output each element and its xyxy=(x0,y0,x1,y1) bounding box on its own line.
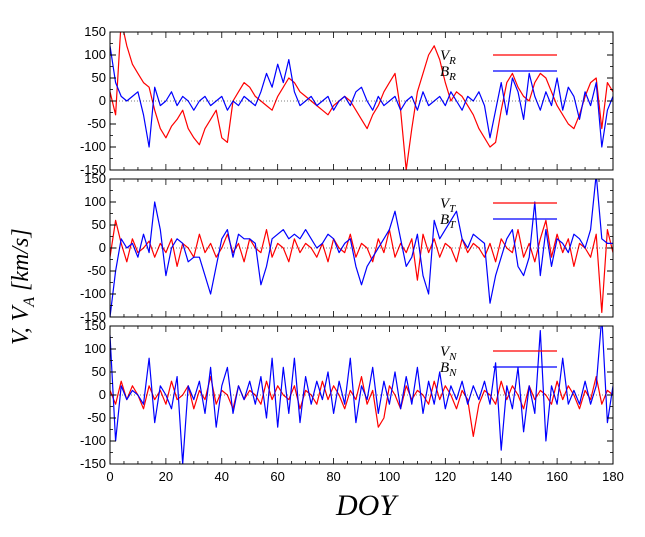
y-tick-label: 100 xyxy=(84,47,106,62)
legend-main: B xyxy=(440,360,449,376)
legend-label-v-r: VR xyxy=(440,48,456,67)
legend-label-v-n: VN xyxy=(440,344,457,363)
legend-main: B xyxy=(440,212,449,228)
y-tick-label: -50 xyxy=(87,116,106,131)
legend-sub: R xyxy=(448,71,456,83)
legend-sub: N xyxy=(448,367,457,379)
legend-main: V xyxy=(440,196,451,212)
y-label-sub: A xyxy=(21,297,38,308)
legend-main: B xyxy=(440,64,449,80)
y-tick-label: -100 xyxy=(80,139,106,154)
x-tick-label: 0 xyxy=(106,469,113,484)
legend-sub: R xyxy=(448,55,456,67)
legend-sub: T xyxy=(449,219,456,231)
y-label-main: V, V xyxy=(8,304,34,345)
x-tick-label: 100 xyxy=(379,469,401,484)
x-tick-label: 140 xyxy=(490,469,512,484)
y-tick-label: 0 xyxy=(99,240,106,255)
legend-label-b-t: BT xyxy=(440,212,456,231)
y-tick-label: 50 xyxy=(92,364,106,379)
legend-main: V xyxy=(440,48,451,64)
series-b-r xyxy=(110,45,613,148)
x-tick-label: 40 xyxy=(215,469,229,484)
y-tick-label: -50 xyxy=(87,410,106,425)
x-tick-label: 20 xyxy=(159,469,173,484)
panels-group: -150-100-50050100150VRBR-150-100-5005010… xyxy=(80,24,624,484)
x-tick-label: 60 xyxy=(270,469,284,484)
y-tick-label: 0 xyxy=(99,387,106,402)
y-tick-label: -150 xyxy=(80,456,106,471)
y-tick-label: 150 xyxy=(84,24,106,39)
series-b-n xyxy=(110,326,613,464)
panel-N: -150 -100 -50 0 50 100 150 0 20 40 60 80 100 120 140 16… xyxy=(80,318,624,484)
y-tick-label: 100 xyxy=(84,341,106,356)
legend-label-b-n: BN xyxy=(440,360,457,379)
legend-label-b-r: BR xyxy=(440,64,456,83)
y-tick-label: 150 xyxy=(84,318,106,333)
y-tick-label: -50 xyxy=(87,263,106,278)
y-tick-label: -150 xyxy=(80,309,106,324)
series-b-t xyxy=(110,179,613,317)
x-tick-label: 80 xyxy=(326,469,340,484)
legend-sub: T xyxy=(449,203,456,215)
x-tick-label: 160 xyxy=(546,469,568,484)
y-tick-label: 150 xyxy=(84,171,106,186)
x-tick-label: 180 xyxy=(602,469,624,484)
y-tick-label: 100 xyxy=(84,194,106,209)
x-tick-label: 120 xyxy=(434,469,456,484)
legend-sub: N xyxy=(448,351,457,363)
y-axis-label: V, VA [km/s] xyxy=(8,228,38,345)
y-label-unit: [km/s] xyxy=(8,228,34,297)
y-tick-label: -150 xyxy=(80,162,106,177)
y-tick-label: 0 xyxy=(99,93,106,108)
legend-main: V xyxy=(440,344,451,360)
series-v-r xyxy=(110,32,613,170)
x-axis-label: DOY xyxy=(335,489,399,522)
y-tick-label: -100 xyxy=(80,286,106,301)
y-tick-label: 50 xyxy=(92,70,106,85)
legend-label-v-t: VT xyxy=(440,196,456,215)
y-tick-label: 50 xyxy=(92,217,106,232)
y-tick-label: -100 xyxy=(80,433,106,448)
